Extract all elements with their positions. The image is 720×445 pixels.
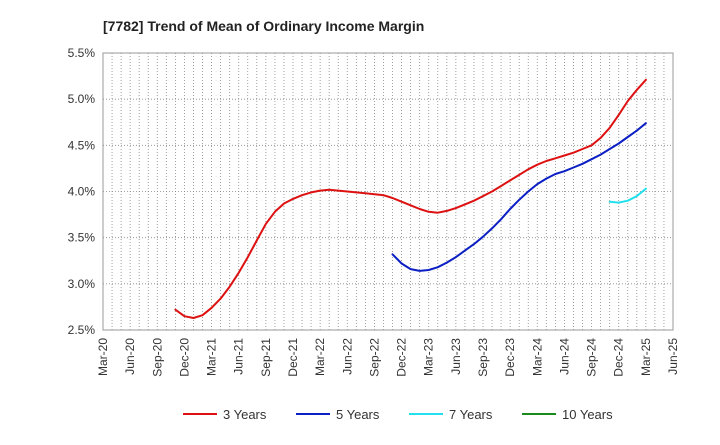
x-tick-label: Sep-22 — [367, 338, 381, 377]
x-tick-label: Jun-24 — [557, 338, 571, 375]
series-line-3-years — [174, 78, 647, 319]
plot-frame — [102, 52, 674, 331]
x-tick-label: Jun-23 — [449, 338, 463, 375]
x-tick-label: Mar-24 — [530, 338, 544, 376]
y-tick-label: 2.5% — [68, 323, 96, 337]
x-tick-label: Mar-20 — [96, 338, 110, 376]
y-tick-label: 4.5% — [68, 138, 96, 152]
x-tick-label: Dec-20 — [177, 338, 191, 377]
legend-label: 3 Years — [223, 407, 267, 422]
chart-title: [7782] Trend of Mean of Ordinary Income … — [103, 18, 424, 34]
x-axis: Mar-20 Jun-20 Sep-20 Dec-20 Mar-21 Jun-21 Sep-… — [96, 338, 680, 377]
x-tick-label: Dec-22 — [395, 338, 409, 377]
x-tick-label: Jun-21 — [232, 338, 246, 375]
y-tick-label: 5.0% — [68, 92, 96, 106]
x-tick-label: Mar-25 — [639, 338, 653, 376]
x-tick-label: Dec-24 — [612, 338, 626, 377]
legend: 3 Years 5 Years 7 Years 10 Years — [183, 407, 613, 422]
y-tick-label: 4.0% — [68, 185, 96, 199]
x-tick-label: Mar-21 — [205, 338, 219, 376]
grid — [103, 52, 673, 331]
y-axis: 2.5% 3.0% 3.5% 4.0% 4.5% 5.0% 5.5% — [68, 46, 96, 337]
series-layer — [174, 78, 647, 319]
series-line-5-years — [391, 122, 647, 272]
x-tick-label: Sep-20 — [150, 338, 164, 377]
legend-label: 10 Years — [562, 407, 613, 422]
y-tick-label: 3.5% — [68, 231, 96, 245]
x-tick-label: Dec-21 — [286, 338, 300, 377]
x-tick-label: Dec-23 — [503, 338, 517, 377]
y-tick-label: 3.0% — [68, 277, 96, 291]
x-tick-label: Jun-20 — [123, 338, 137, 375]
x-tick-label: Mar-23 — [422, 338, 436, 376]
y-tick-label: 5.5% — [68, 46, 96, 60]
x-tick-label: Sep-24 — [585, 338, 599, 377]
legend-label: 7 Years — [449, 407, 493, 422]
x-tick-label: Sep-21 — [259, 338, 273, 377]
x-tick-label: Mar-22 — [313, 338, 327, 376]
legend-label: 5 Years — [336, 407, 380, 422]
series-line-7-years — [608, 187, 647, 204]
x-tick-label: Jun-25 — [666, 338, 680, 375]
x-tick-label: Jun-22 — [340, 338, 354, 375]
x-tick-label: Sep-23 — [476, 338, 490, 377]
